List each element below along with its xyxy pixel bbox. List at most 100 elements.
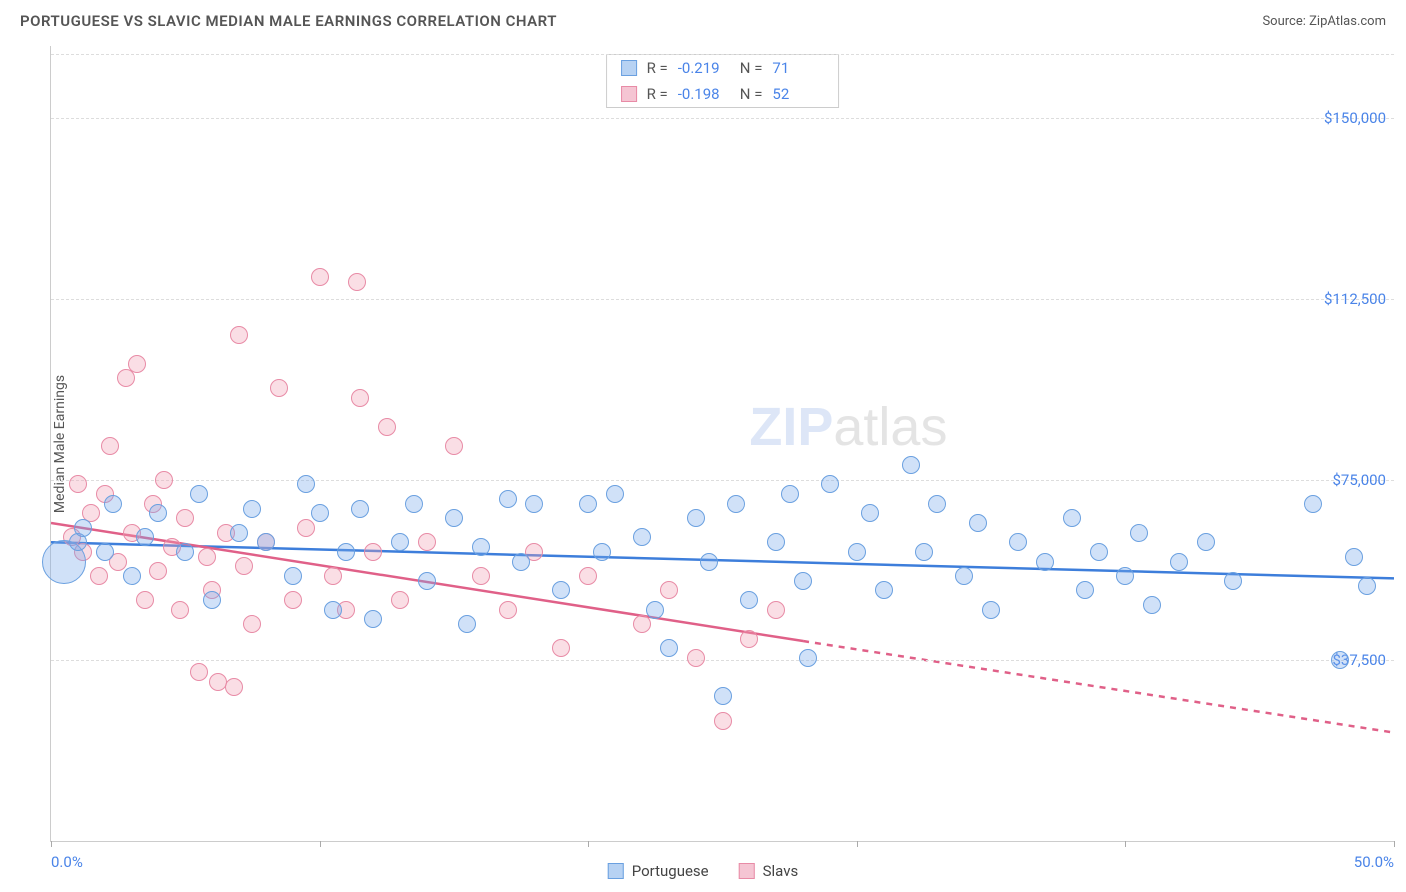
gridline bbox=[51, 54, 1394, 55]
data-point-portuguese bbox=[579, 495, 597, 513]
data-point-portuguese bbox=[821, 475, 839, 493]
gridline bbox=[51, 660, 1394, 661]
data-point-portuguese bbox=[700, 553, 718, 571]
data-point-portuguese bbox=[284, 567, 302, 585]
y-tick-label: $75,000 bbox=[1332, 471, 1386, 489]
legend-label-portuguese: Portuguese bbox=[632, 862, 709, 880]
data-point-portuguese bbox=[391, 533, 409, 551]
data-point-portuguese bbox=[1304, 495, 1322, 513]
data-point-slavs bbox=[324, 567, 342, 585]
data-point-slavs bbox=[171, 601, 189, 619]
data-point-slavs bbox=[445, 437, 463, 455]
x-tick bbox=[51, 841, 52, 847]
data-point-slavs bbox=[348, 273, 366, 291]
data-point-slavs bbox=[128, 355, 146, 373]
data-point-portuguese bbox=[1345, 548, 1363, 566]
data-point-portuguese bbox=[794, 572, 812, 590]
data-point-portuguese bbox=[149, 504, 167, 522]
trend-line bbox=[803, 641, 1394, 733]
data-point-portuguese bbox=[203, 591, 221, 609]
chart-header: PORTUGUESE VS SLAVIC MEDIAN MALE EARNING… bbox=[0, 0, 1406, 38]
data-point-portuguese bbox=[915, 543, 933, 561]
data-point-portuguese bbox=[1036, 553, 1054, 571]
data-point-portuguese bbox=[1116, 567, 1134, 585]
legend-label-slavs: Slavs bbox=[763, 862, 799, 880]
data-point-portuguese bbox=[190, 485, 208, 503]
data-point-slavs bbox=[714, 712, 732, 730]
data-point-portuguese bbox=[243, 500, 261, 518]
data-point-slavs bbox=[633, 615, 651, 633]
data-point-portuguese bbox=[1130, 524, 1148, 542]
watermark: ZIPatlas bbox=[749, 396, 947, 458]
data-point-portuguese bbox=[875, 581, 893, 599]
swatch-slavs-icon bbox=[621, 86, 637, 102]
data-point-slavs bbox=[687, 649, 705, 667]
swatch-slavs-icon bbox=[739, 863, 755, 879]
data-point-portuguese bbox=[1331, 651, 1349, 669]
watermark-rest: atlas bbox=[833, 397, 947, 457]
data-point-slavs bbox=[176, 509, 194, 527]
plot-area: ZIPatlas R = -0.219 N = 71 R = -0.198 N … bbox=[50, 46, 1394, 842]
data-point-portuguese bbox=[104, 495, 122, 513]
data-point-slavs bbox=[351, 389, 369, 407]
data-point-portuguese bbox=[1170, 553, 1188, 571]
y-tick-label: $112,500 bbox=[1324, 290, 1386, 308]
data-point-slavs bbox=[155, 471, 173, 489]
n-value-slavs: 52 bbox=[772, 85, 824, 103]
data-point-portuguese bbox=[767, 533, 785, 551]
data-point-portuguese bbox=[364, 610, 382, 628]
n-value-portuguese: 71 bbox=[772, 59, 824, 77]
data-point-portuguese bbox=[928, 495, 946, 513]
watermark-zip: ZIP bbox=[749, 397, 833, 457]
y-tick-label: $150,000 bbox=[1324, 109, 1386, 127]
chart-area: Median Male Earnings ZIPatlas R = -0.219… bbox=[50, 46, 1394, 842]
source-label: Source: bbox=[1262, 14, 1305, 29]
data-point-slavs bbox=[418, 533, 436, 551]
data-point-portuguese bbox=[552, 581, 570, 599]
data-point-portuguese bbox=[633, 528, 651, 546]
data-point-portuguese bbox=[1197, 533, 1215, 551]
data-point-portuguese bbox=[405, 495, 423, 513]
data-point-portuguese bbox=[297, 475, 315, 493]
x-tick bbox=[320, 841, 321, 847]
gridline bbox=[51, 118, 1394, 119]
data-point-portuguese bbox=[982, 601, 1000, 619]
legend-bottom: Portuguese Slavs bbox=[608, 862, 799, 880]
data-point-portuguese bbox=[230, 524, 248, 542]
data-point-portuguese bbox=[324, 601, 342, 619]
chart-source: Source: ZipAtlas.com bbox=[1262, 14, 1386, 29]
data-point-portuguese bbox=[499, 490, 517, 508]
data-point-portuguese bbox=[96, 543, 114, 561]
data-point-portuguese bbox=[687, 509, 705, 527]
data-point-portuguese bbox=[74, 519, 92, 537]
source-value: ZipAtlas.com bbox=[1309, 14, 1386, 29]
data-point-slavs bbox=[499, 601, 517, 619]
n-label: N = bbox=[740, 59, 763, 77]
data-point-slavs bbox=[190, 663, 208, 681]
data-point-portuguese bbox=[902, 456, 920, 474]
data-point-slavs bbox=[235, 557, 253, 575]
data-point-portuguese bbox=[512, 553, 530, 571]
trend-line bbox=[51, 542, 1394, 578]
legend-item-portuguese: Portuguese bbox=[608, 862, 709, 880]
gridline bbox=[51, 299, 1394, 300]
data-point-slavs bbox=[311, 268, 329, 286]
data-point-portuguese bbox=[969, 514, 987, 532]
data-point-slavs bbox=[101, 437, 119, 455]
data-point-slavs bbox=[579, 567, 597, 585]
data-point-slavs bbox=[740, 630, 758, 648]
data-point-slavs bbox=[552, 639, 570, 657]
chart-title: PORTUGUESE VS SLAVIC MEDIAN MALE EARNING… bbox=[20, 12, 557, 30]
data-point-slavs bbox=[243, 615, 261, 633]
data-point-portuguese bbox=[646, 601, 664, 619]
data-point-portuguese bbox=[1063, 509, 1081, 527]
data-point-portuguese bbox=[525, 495, 543, 513]
data-point-portuguese bbox=[848, 543, 866, 561]
data-point-portuguese bbox=[861, 504, 879, 522]
data-point-portuguese bbox=[337, 543, 355, 561]
data-point-portuguese bbox=[740, 591, 758, 609]
data-point-portuguese bbox=[257, 533, 275, 551]
data-point-portuguese bbox=[1076, 581, 1094, 599]
data-point-slavs bbox=[472, 567, 490, 585]
gridline bbox=[51, 480, 1394, 481]
